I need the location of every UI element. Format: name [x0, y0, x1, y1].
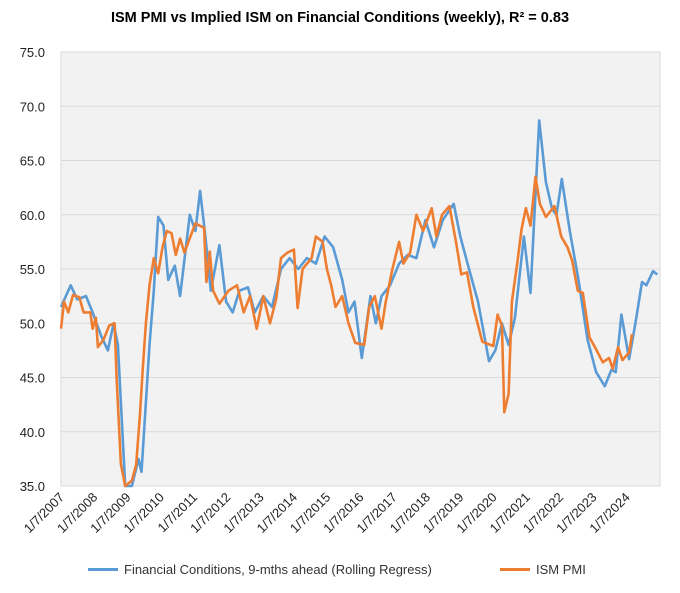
chart-title: ISM PMI vs Implied ISM on Financial Cond…	[110, 10, 570, 26]
series-line-ism-pmi	[59, 175, 634, 488]
legend-item-ism-pmi: ISM PMI	[500, 562, 586, 577]
y-tick-label: 35.0	[20, 479, 45, 494]
y-tick-label: 60.0	[20, 208, 45, 223]
legend-swatch-orange	[500, 568, 530, 571]
y-tick-label: 55.0	[20, 262, 45, 277]
y-tick-label: 40.0	[20, 425, 45, 440]
series-line-financial-conditions	[59, 119, 659, 488]
legend-item-financial-conditions: Financial Conditions, 9-mths ahead (Roll…	[88, 562, 432, 577]
y-tick-label: 50.0	[20, 316, 45, 331]
y-tick-label: 70.0	[20, 99, 45, 114]
y-tick-label: 65.0	[20, 154, 45, 169]
y-tick-label: 45.0	[20, 371, 45, 386]
legend-label: Financial Conditions, 9-mths ahead (Roll…	[124, 562, 432, 577]
legend-swatch-blue	[88, 568, 118, 571]
y-tick-label: 75.0	[20, 45, 45, 60]
legend-label: ISM PMI	[536, 562, 586, 577]
